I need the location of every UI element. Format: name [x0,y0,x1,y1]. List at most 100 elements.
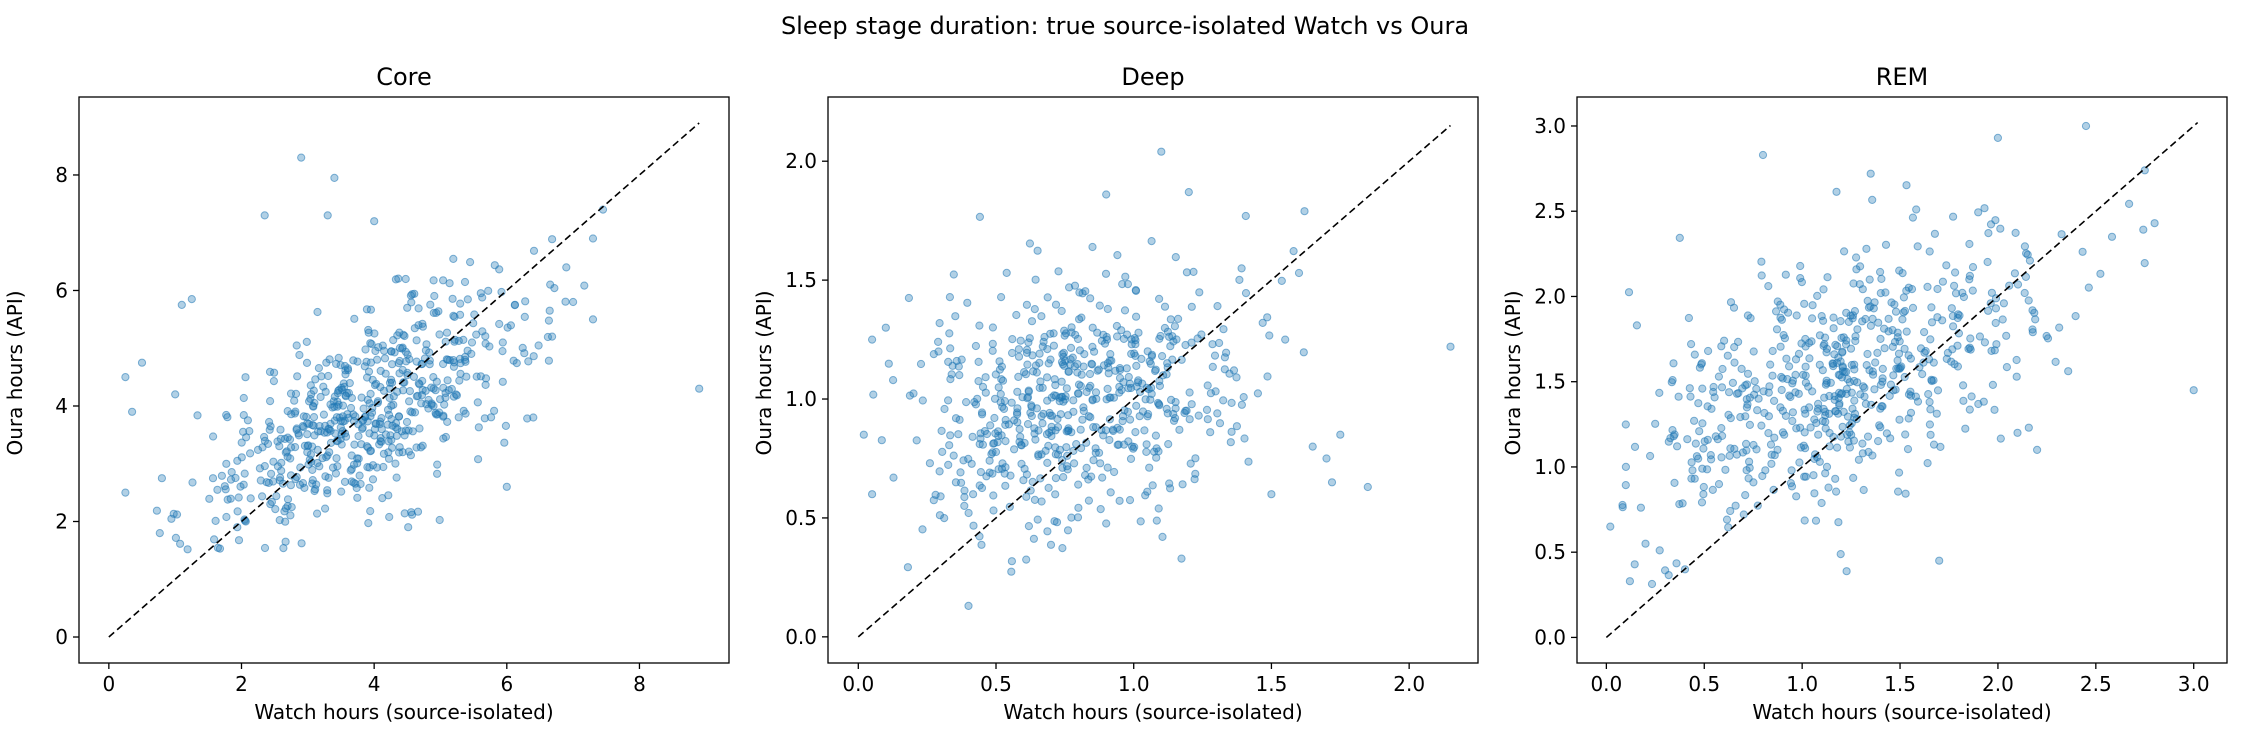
data-point [408,290,417,299]
data-point [988,339,997,348]
data-point [302,412,311,421]
data-point [498,377,507,386]
data-point [308,476,317,485]
y-tick-label: 1.5 [785,268,817,292]
data-point [1023,394,1032,403]
data-point [1673,442,1682,451]
data-point [1825,428,1834,438]
data-point [1991,318,2000,328]
data-point [1767,450,1776,459]
data-point [1846,311,1855,320]
data-point [1925,247,1934,256]
data-point [412,336,421,345]
data-point [1933,284,1942,294]
data-point [1239,393,1248,402]
data-point [128,407,137,416]
data-point [1237,264,1246,273]
data-point [1912,205,1921,214]
data-point [399,330,408,339]
data-point [260,432,269,442]
data-point [960,501,969,510]
data-point [1949,322,1958,331]
data-point [1929,440,1939,449]
data-point [1103,304,1112,314]
data-point [1093,328,1102,337]
data-point [323,489,332,498]
data-point [1621,462,1631,471]
data-point [1968,286,1977,295]
data-point [1187,400,1196,409]
data-point [319,410,328,419]
data-point [1760,408,1769,418]
data-point [1166,484,1175,493]
y-tick-label: 1.0 [1534,455,1566,479]
data-point [1022,555,1031,564]
data-point [2189,386,2198,395]
data-point [1888,342,1897,351]
y-tick-label: 8 [55,163,68,187]
data-point [239,393,248,403]
data-point [283,502,292,511]
data-point [1926,405,1935,414]
data-point [390,348,399,357]
data-point [313,509,322,518]
data-point [1632,321,1642,330]
y-tick-label: 0 [55,625,68,649]
data-point [1621,420,1630,429]
data-point [1874,437,1883,446]
data-points [1606,121,2198,589]
data-point [1206,428,1215,437]
data-point [1134,328,1143,337]
data-point [1880,344,1889,353]
data-point [949,451,958,460]
data-point [409,372,418,381]
data-point [391,275,400,284]
data-point [292,341,301,350]
data-point [1088,242,1097,252]
data-point [1801,362,1810,371]
data-point [1118,280,1127,289]
data-point [1158,532,1167,542]
data-point [265,417,274,427]
data-point [334,353,343,362]
data-point [1725,451,1734,460]
data-point [2140,166,2149,175]
data-point [347,451,356,460]
data-point [1861,399,1871,408]
data-point [426,300,435,309]
data-point [544,356,554,365]
data-point [1092,394,1101,403]
data-point [1044,441,1053,450]
data-point [2028,328,2037,337]
data-point [1898,269,1907,278]
data-point [1157,147,1166,156]
data-point [2064,367,2073,376]
data-point [433,469,442,478]
data-point [1076,425,1085,434]
data-point [997,464,1007,473]
data-point [1814,404,1823,413]
data-point [1036,474,1045,483]
data-point [877,436,886,445]
data-point [323,211,332,220]
data-point [1947,304,1956,313]
y-tick-label: 6 [55,278,68,302]
data-point [407,298,416,307]
data-point [1900,344,1909,353]
data-point [997,362,1007,371]
data-point [1126,383,1136,393]
data-point [1725,388,1734,397]
data-point [1769,485,1778,494]
data-point [269,457,278,466]
data-point [1848,404,1857,413]
data-point [1895,415,1904,424]
data-point [1826,378,1835,387]
data-point [543,332,553,342]
data-point [1115,364,1125,373]
data-point [308,421,317,430]
data-point [395,343,404,353]
data-point [1007,557,1017,566]
data-point [1764,282,1773,291]
data-point [1950,360,1959,369]
data-point [1154,504,1163,513]
